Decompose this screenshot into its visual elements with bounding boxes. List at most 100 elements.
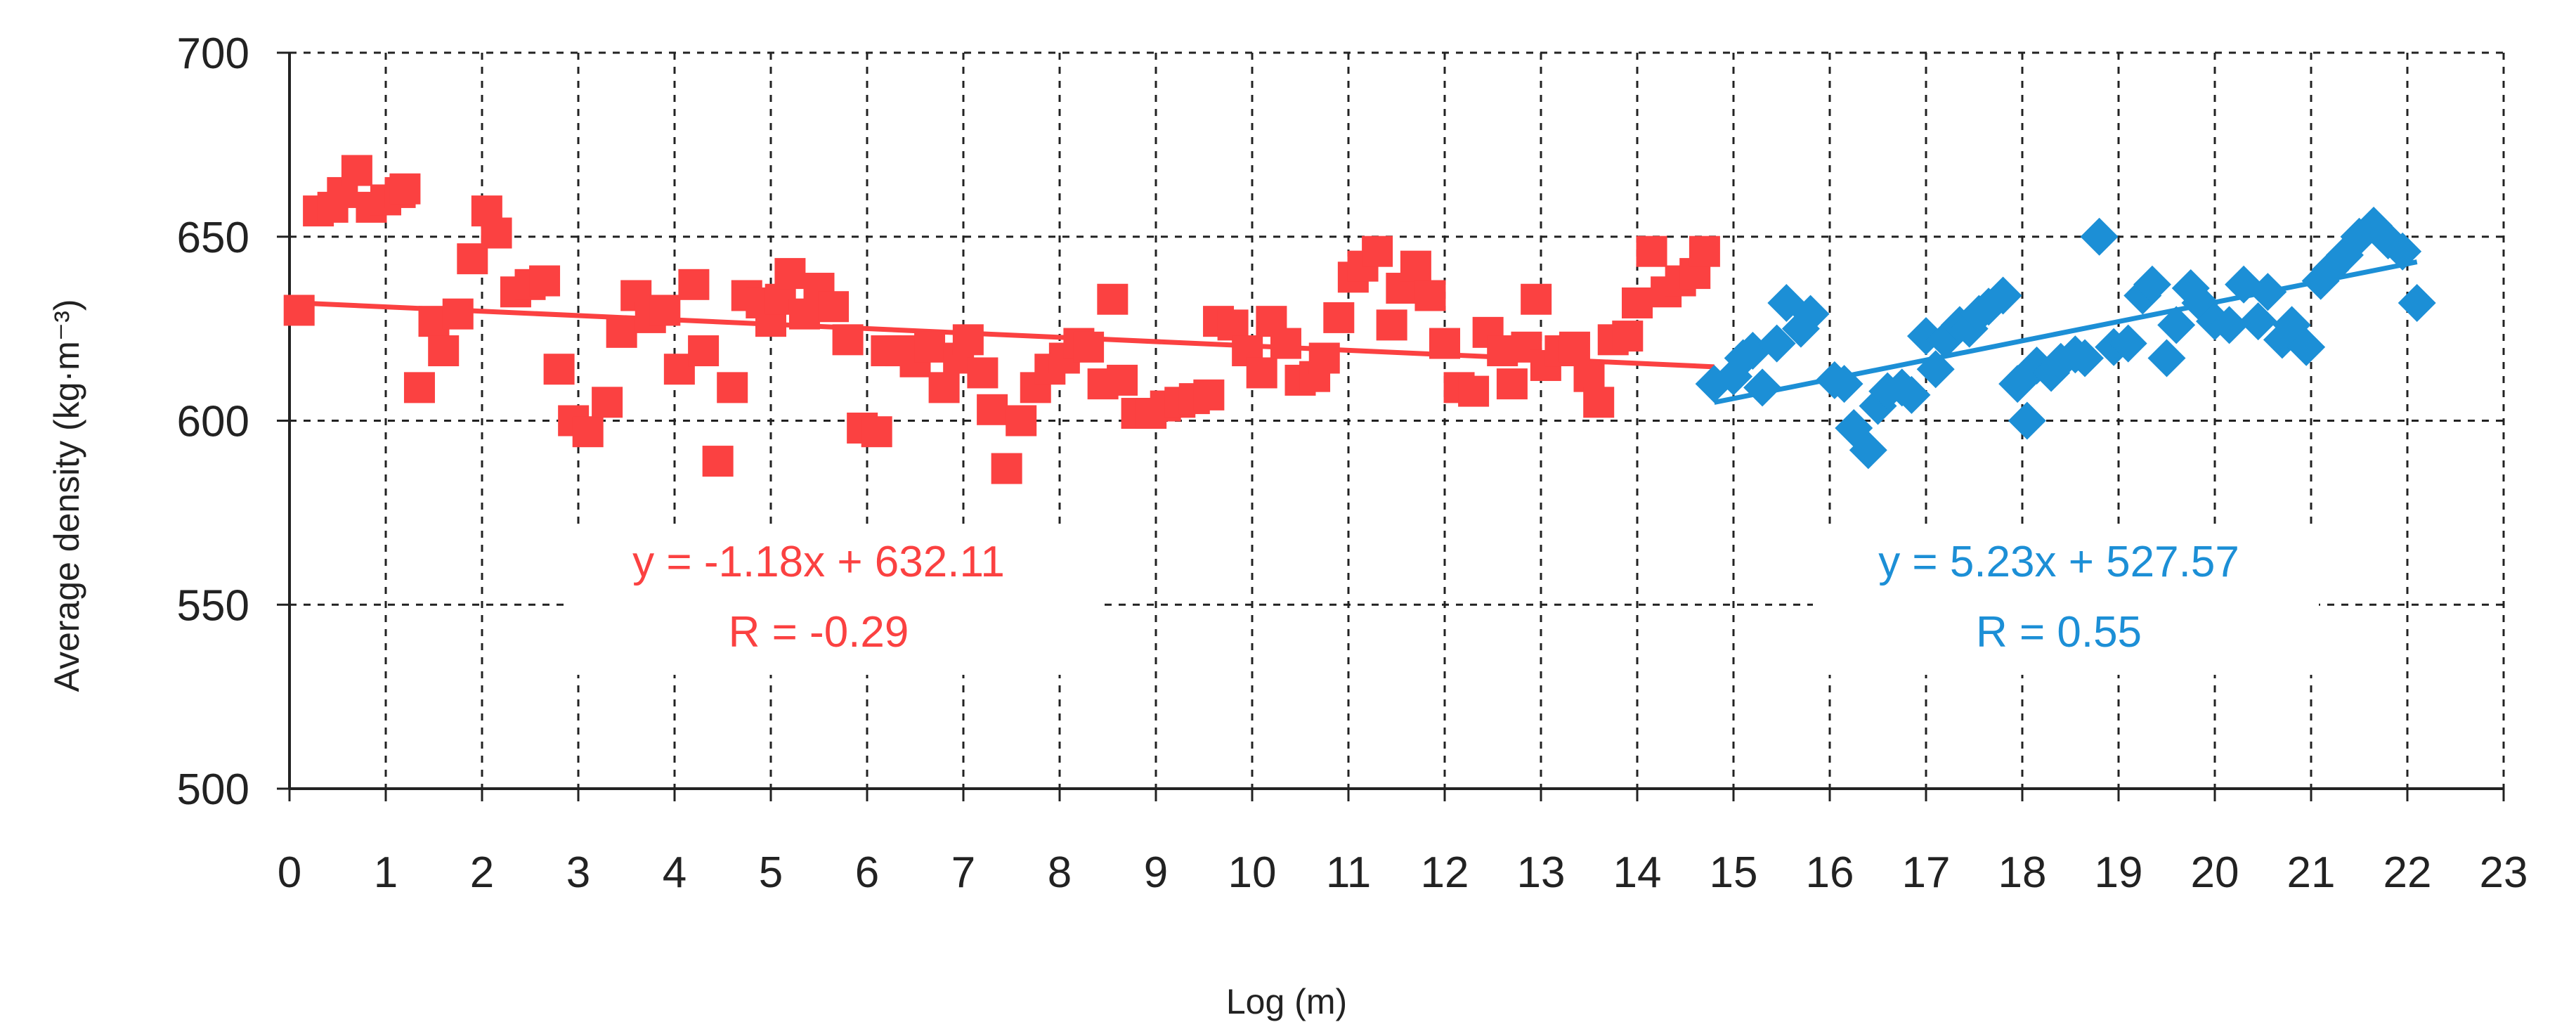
red-square-point [967, 357, 998, 389]
red-equation-box [566, 527, 1100, 675]
red-square-point [428, 335, 460, 367]
red-square-point [543, 354, 575, 385]
red-square-point [283, 295, 315, 326]
red-square-point [1612, 321, 1644, 352]
red-square-point [592, 387, 623, 418]
x-tick-label: 19 [2095, 848, 2143, 897]
y-tick-label: 650 [177, 214, 249, 262]
blue-diamond-point [2008, 401, 2046, 440]
red-square-point [1006, 405, 1037, 437]
blue-diamond-point [2157, 306, 2196, 344]
red-square-point [1073, 331, 1105, 363]
red-square-point [1689, 235, 1720, 267]
x-tick-labels: 0 1 2 3 4 5 6 7 8 9 10 11 12 13 14 15 16 17 18 19 20 21 22 23 [278, 848, 2528, 897]
red-square-point [1458, 375, 1490, 407]
red-trendline-equation: y = -1.18x + 632.11 [632, 538, 1005, 586]
blue-diamond-point [1892, 375, 1931, 414]
x-tick-label: 20 [2191, 848, 2239, 897]
equation-annotations: y = -1.18x + 632.11 R = -0.29 y = 5.23x … [566, 527, 2319, 675]
red-trendline [289, 299, 1715, 370]
red-square-point [1362, 235, 1393, 267]
blue-diamond-point [2066, 339, 2105, 377]
blue-diamond-point [1984, 276, 2022, 315]
y-tick-label: 500 [177, 765, 249, 814]
blue-diamond-point [2239, 302, 2277, 341]
blue-diamond-point [1791, 295, 1830, 333]
red-square-point [977, 394, 1008, 425]
blue-diamond-point [1743, 368, 1782, 407]
y-tick-label: 700 [177, 30, 249, 78]
red-square-point [606, 316, 637, 348]
x-tick-label: 8 [1048, 848, 1072, 897]
red-square-point [481, 217, 512, 249]
x-tick-label: 12 [1421, 848, 1469, 897]
blue-trendline-equation: y = 5.23x + 527.57 [1878, 538, 2239, 586]
x-tick-label: 7 [951, 848, 975, 897]
x-tick-label: 5 [759, 848, 783, 897]
red-square-point [403, 372, 435, 403]
x-tick-label: 1 [374, 848, 398, 897]
x-tick-label: 18 [1998, 848, 2047, 897]
x-tick-label: 15 [1710, 848, 1758, 897]
blue-diamond-point [2109, 324, 2147, 363]
red-square-point [952, 324, 984, 356]
blue-diamond-point [2210, 306, 2249, 344]
red-square-point [529, 265, 561, 297]
red-square-point [1429, 328, 1460, 359]
x-tick-label: 4 [663, 848, 687, 897]
red-correlation-label: R = -0.29 [729, 608, 909, 657]
red-square-point [1097, 283, 1128, 315]
plot-frame [277, 51, 2505, 801]
red-square-point [702, 446, 734, 477]
x-tick-label: 23 [2480, 848, 2528, 897]
red-square-point [442, 298, 474, 330]
red-square-point [1414, 280, 1446, 311]
blue-equation-box [1813, 527, 2319, 675]
blue-correlation-label: R = 0.55 [1976, 608, 2142, 657]
x-tick-label: 10 [1228, 848, 1277, 897]
red-square-point [649, 295, 681, 326]
x-tick-label: 9 [1144, 848, 1168, 897]
y-axis-title: Average density (kg·m⁻³) [47, 299, 86, 692]
x-tick-label: 0 [278, 848, 301, 897]
red-square-point [1308, 342, 1340, 374]
red-square-point [717, 372, 748, 403]
x-tick-label: 17 [1902, 848, 1951, 897]
red-square-point [1496, 368, 1528, 400]
red-square-point [1521, 283, 1552, 315]
red-square-point [914, 331, 946, 363]
data-points [283, 155, 2436, 484]
blue-diamond-point [1916, 350, 1955, 389]
x-axis-title: Log (m) [1226, 982, 1347, 1021]
red-square-point [1107, 364, 1138, 396]
red-square-point [1193, 379, 1225, 411]
blue-diamond-point [2249, 273, 2287, 311]
x-tick-label: 22 [2383, 848, 2432, 897]
red-square-point [1270, 328, 1301, 359]
y-tick-labels: 500 550 600 650 700 [177, 30, 249, 814]
red-square-point [572, 416, 604, 448]
red-square-point [1246, 357, 1277, 389]
red-square-point [1559, 331, 1590, 363]
x-tick-label: 6 [855, 848, 879, 897]
red-square-point [1376, 309, 1407, 341]
blue-diamond-point [1849, 431, 1887, 470]
red-square-point [1323, 302, 1355, 333]
blue-diamond-point [2147, 339, 2186, 377]
red-square-point [1636, 235, 1667, 267]
red-square-point [1622, 287, 1653, 318]
y-tick-label: 600 [177, 398, 249, 446]
x-tick-label: 2 [470, 848, 494, 897]
red-square-point [688, 335, 720, 367]
red-square-point [1583, 387, 1615, 418]
x-tick-label: 21 [2287, 848, 2336, 897]
x-tick-label: 13 [1517, 848, 1566, 897]
blue-diamond-point [2383, 232, 2422, 271]
red-square-point [341, 155, 372, 186]
red-square-point [832, 324, 864, 356]
blue-diamond-point [1825, 365, 1863, 403]
blue-diamond-point [2133, 265, 2171, 304]
red-square-point [928, 372, 960, 403]
x-tick-label: 3 [566, 848, 590, 897]
x-tick-label: 16 [1806, 848, 1854, 897]
